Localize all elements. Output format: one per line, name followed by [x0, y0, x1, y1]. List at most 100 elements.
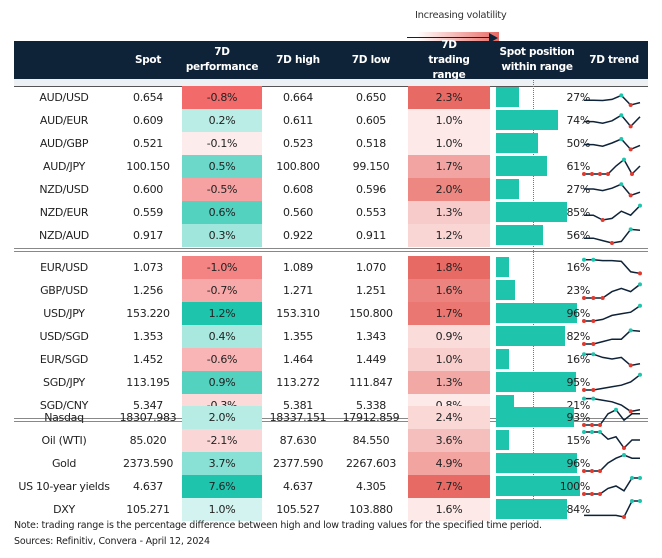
performance-cell: -1.0% [182, 256, 262, 279]
min-marker [628, 124, 633, 129]
trend-line [584, 374, 641, 391]
trend-sparkline [584, 93, 641, 107]
min-marker [622, 446, 626, 450]
range-cell: 1.0% [408, 109, 490, 132]
instrument-name: Oil (WTI) [41, 434, 87, 447]
table-row: AUD/USD 0.654 -0.8% 0.664 0.650 2.3% 27% [14, 86, 648, 109]
position-percent: 100% [559, 480, 591, 493]
low-value: 0.911 [356, 229, 386, 242]
high-value: 1.271 [283, 284, 313, 297]
range-cell: 1.6% [408, 498, 490, 521]
position-bar [496, 110, 559, 130]
position-percent: 96% [566, 307, 590, 320]
performance-cell: 7.6% [182, 475, 262, 498]
high-value: 113.272 [276, 376, 320, 389]
trend-sparkline [582, 476, 642, 496]
max-marker [619, 137, 624, 141]
min-marker [622, 515, 626, 519]
max-marker [638, 282, 642, 287]
spot-value: 113.195 [126, 376, 170, 389]
performance-cell: 0.4% [182, 325, 262, 348]
min-marker [590, 469, 594, 473]
header-spacer [14, 79, 648, 87]
instrument-name: Nasdaq [44, 411, 84, 424]
max-marker [619, 113, 624, 118]
instrument-name: USD/JPY [43, 307, 85, 320]
range-cell: 1.0% [408, 348, 490, 371]
trend-line [584, 500, 640, 518]
table-row: DXY 105.271 1.0% 105.527 103.880 1.6% 84% [14, 498, 648, 521]
high-value: 2377.590 [272, 457, 324, 470]
min-marker [582, 469, 586, 473]
position-bar [496, 349, 510, 369]
position-bar [496, 133, 538, 153]
table-row: NZD/EUR 0.559 0.6% 0.560 0.553 1.3% 85% [14, 201, 648, 224]
range-cell: 7.7% [408, 475, 490, 498]
spot-value: 105.271 [126, 503, 170, 516]
high-value: 0.608 [283, 183, 313, 196]
instrument-name: AUD/EUR [39, 114, 89, 127]
table-row: AUD/GBP 0.521 -0.1% 0.523 0.518 1.0% 50% [14, 132, 648, 155]
instrument-name: NZD/EUR [39, 206, 89, 219]
min-marker [582, 423, 586, 427]
min-marker [591, 342, 596, 346]
high-value: 4.637 [283, 480, 313, 493]
max-marker [614, 407, 618, 412]
spot-value: 5.347 [133, 399, 163, 412]
trend-sparkline [582, 372, 642, 392]
table-row: USD/JPY 153.220 1.2% 153.310 150.800 1.7% 96% [14, 302, 648, 325]
range-cell: 1.0% [408, 132, 490, 155]
min-marker [598, 172, 602, 176]
performance-cell: 0.3% [182, 224, 262, 247]
table-header: Spot 7D performance 7D high 7D low 7D tr… [14, 39, 648, 81]
instrument-name: AUD/GBP [39, 137, 89, 150]
min-marker [590, 172, 594, 176]
max-marker [638, 203, 642, 208]
trend-line [584, 158, 641, 176]
instrument-name: NZD/AUD [39, 229, 89, 242]
table-row: NZD/USD 0.600 -0.5% 0.608 0.596 2.0% 27% [14, 178, 648, 201]
table-row: AUD/JPY 100.150 0.5% 100.800 99.150 1.7% 61% [14, 155, 648, 178]
table-row: US 10-year yields 4.637 7.6% 4.637 4.305 7.7%… [14, 475, 648, 498]
sources: Sources: Refinitiv, Convera - April 12, … [14, 536, 210, 547]
low-value: 0.596 [356, 183, 386, 196]
high-value: 100.800 [276, 160, 320, 173]
high-value: 0.922 [283, 229, 313, 242]
max-marker [619, 93, 624, 98]
max-marker [590, 430, 594, 434]
position-bar [496, 453, 577, 473]
min-marker [598, 469, 602, 473]
position-percent: 27% [566, 183, 590, 196]
range-cell: 3.6% [408, 429, 490, 452]
group-separator [14, 418, 648, 422]
range-cell: 1.7% [408, 155, 490, 178]
instrument-name: GBP/USD [40, 284, 88, 297]
max-marker [582, 430, 586, 434]
position-bar [496, 326, 565, 346]
performance-cell: 0.6% [182, 201, 262, 224]
volatility-legend: Increasing volatility [405, 8, 525, 43]
performance-cell: 2.0% [182, 406, 262, 429]
trend-line [584, 408, 640, 426]
low-value: 17912.859 [342, 411, 400, 424]
position-bar [496, 303, 577, 323]
header-performance: 7D performance [185, 46, 259, 73]
table-row: EUR/USD 1.073 -1.0% 1.089 1.070 1.8% 16% [14, 256, 648, 279]
spot-value: 0.917 [133, 229, 163, 242]
min-marker [582, 319, 586, 323]
position-percent: 50% [566, 137, 590, 150]
performance-cell: -0.5% [182, 178, 262, 201]
performance-cell: 1.0% [182, 498, 262, 521]
high-value: 1.355 [283, 330, 313, 343]
range-cell: 4.9% [408, 452, 490, 475]
min-marker [628, 147, 633, 152]
performance-cell: 0.2% [182, 109, 262, 132]
spot-value: 100.150 [126, 160, 170, 173]
range-cell: 1.3% [408, 201, 490, 224]
position-bar [496, 280, 516, 300]
performance-cell: -0.1% [182, 132, 262, 155]
low-value: 103.880 [349, 503, 393, 516]
min-marker [628, 193, 633, 198]
trend-line [584, 205, 641, 221]
position-percent: 15% [566, 434, 590, 447]
